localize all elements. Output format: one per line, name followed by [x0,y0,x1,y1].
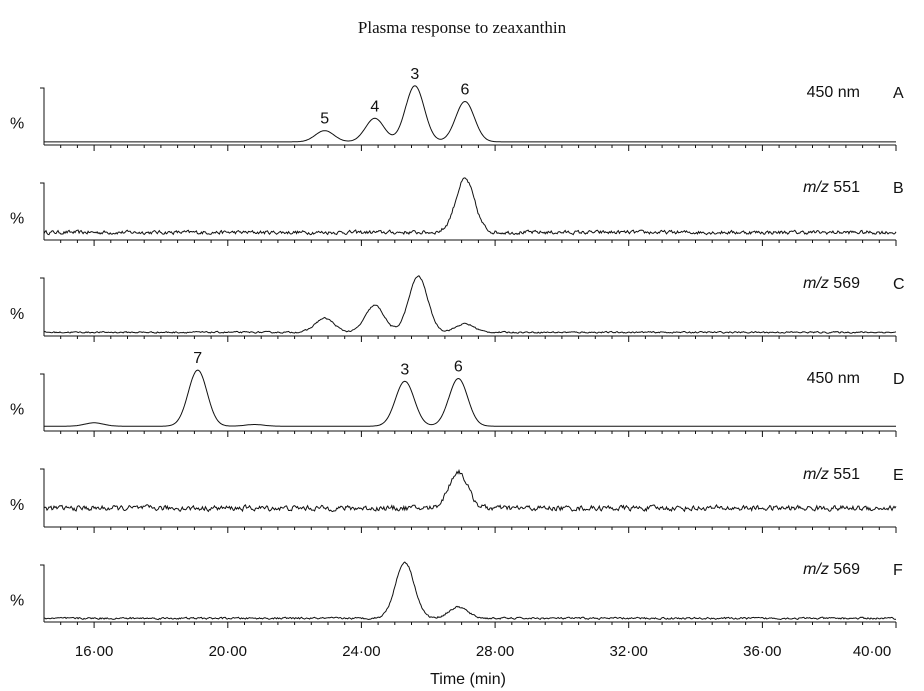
y-label-A: % [10,116,24,133]
y-axis-E [40,468,45,527]
x-ticks-C [60,336,897,342]
y-axis-B [40,182,45,240]
y-label-F: % [10,593,24,610]
x-axis-title: Time (min) [430,671,506,688]
panel-letter-E: E [893,467,904,484]
peak-label-A-3: 3 [410,66,419,83]
peak-label-D-3: 3 [400,361,409,378]
y-axis-F [40,564,45,622]
trace-C [43,275,897,334]
panel-A: % 5 4 3 6 450 nm A [10,66,904,151]
y-label-C: % [10,306,24,323]
x-ticks-D [60,431,897,437]
x-tick-label: 32·00 [610,643,648,660]
detector-label-D: 450 nm [807,370,860,387]
y-label-E: % [10,497,24,514]
y-label-D: % [10,402,24,419]
y-axis-C [40,277,45,336]
y-label-B: % [10,211,24,228]
x-tick-label: 24·00 [342,643,380,660]
peak-label-D-6: 6 [454,359,463,376]
chart-title: Plasma response to zeaxanthin [358,18,567,37]
panel-F: % m/z 569 F [10,561,903,628]
trace-E [43,468,897,513]
x-ticks-A [60,145,897,151]
detector-label-A: 450 nm [807,84,860,101]
panel-C: % m/z 569 C [10,275,905,342]
x-tick-label: 20·00 [209,643,247,660]
peak-label-A-6: 6 [461,81,470,98]
peak-label-A-4: 4 [370,98,379,115]
panel-B: % m/z 551 B [10,177,904,246]
panels: % 5 4 3 6 450 nm A% m/z 551 B% m/z 569 C% 7 3 6 450 nm… [10,66,905,628]
peak-label-D-7: 7 [193,350,202,367]
x-tick-label: 28·00 [476,643,514,660]
panel-D: % 7 3 6 450 nm D [10,350,905,437]
detector-label-B: m/z 551 [803,179,860,196]
y-axis-D [40,373,45,431]
x-ticks-B [60,240,897,246]
trace-F [43,561,897,621]
panel-letter-A: A [893,85,904,102]
x-tick-label: 40·00 [853,643,891,660]
panel-E: % m/z 551 E [10,466,904,533]
x-tick-label: 16·00 [75,643,113,660]
x-tick-label: 36·00 [743,643,781,660]
panel-letter-C: C [893,276,905,293]
x-ticks-F [60,622,897,628]
panel-letter-D: D [893,371,905,388]
trace-B [43,177,897,236]
trace-A [44,85,896,143]
panel-letter-F: F [893,562,903,579]
panel-letter-B: B [893,180,904,197]
peak-label-A-5: 5 [320,111,329,128]
y-axis-A [40,87,45,145]
detector-label-F: m/z 569 [803,561,860,578]
x-axis-labels: 16·00 20·00 24·00 28·00 32·00 36·00 40·00 [75,643,891,660]
x-ticks-E [60,527,897,533]
detector-label-C: m/z 569 [803,275,860,292]
detector-label-E: m/z 551 [803,466,860,483]
trace-D [44,369,896,427]
